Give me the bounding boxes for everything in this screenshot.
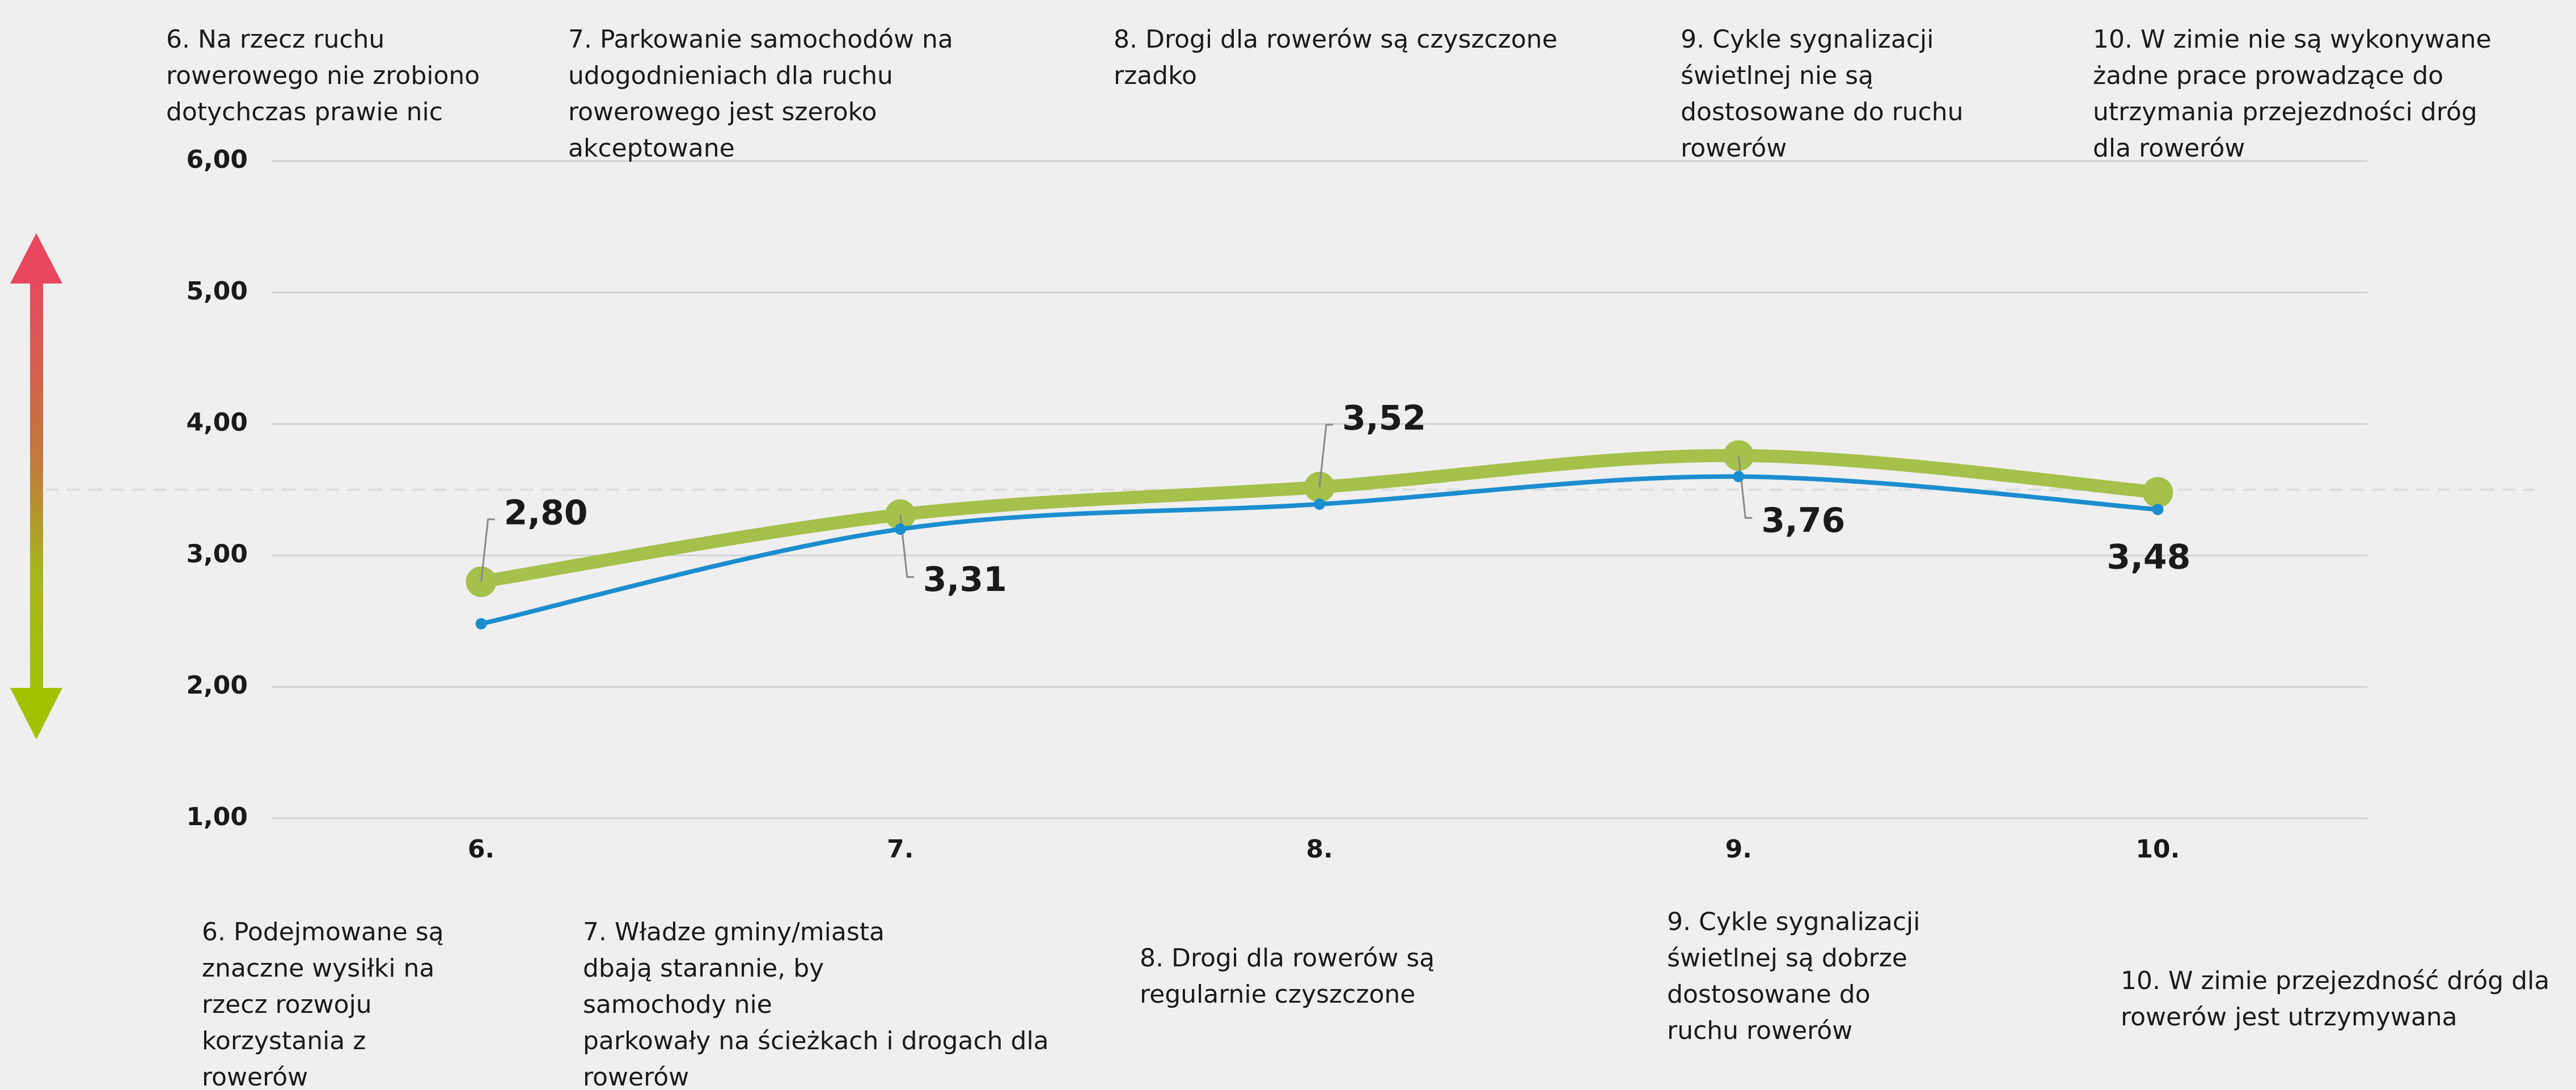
- bottom-annotation: parkowały na ścieżkach i drogach dla: [583, 1026, 1049, 1055]
- bottom-annotation: 10. W zimie przejezdność dróg dla: [2121, 966, 2549, 995]
- top-annotation: 6. Na rzecz ruchu: [166, 25, 384, 54]
- bottom-annotation: znaczne wysiłki na: [202, 954, 434, 983]
- scale-arrow: [10, 233, 62, 740]
- x-tick-label: 6.: [468, 835, 494, 864]
- top-annotation: rowerowego nie zrobiono: [166, 61, 480, 90]
- value-label: 3,48: [2107, 538, 2190, 577]
- x-tick-label: 9.: [1725, 835, 1752, 864]
- top-annotation: świetlnej nie są: [1681, 61, 1873, 90]
- point: [2152, 504, 2164, 516]
- bottom-annotation: 6. Podejmowane są: [202, 918, 444, 947]
- top-annotation: dostosowane do ruchu: [1681, 98, 1963, 126]
- x-tick-label: 8.: [1306, 835, 1333, 864]
- point: [894, 523, 906, 535]
- value-label: 3,52: [1342, 398, 1426, 438]
- bottom-annotation: dbają starannie, by: [583, 954, 824, 983]
- y-tick-label: 4,00: [186, 408, 248, 437]
- bottom-annotation: korzystania z: [202, 1026, 366, 1055]
- point: [1733, 471, 1745, 483]
- x-tick-label: 7.: [887, 835, 913, 864]
- point: [475, 618, 487, 630]
- point: [1314, 498, 1325, 510]
- bottom-annotation: samochody nie: [583, 990, 772, 1019]
- top-annotation: rzadko: [1114, 61, 1197, 90]
- top-annotation: dla rowerów: [2093, 134, 2245, 163]
- y-tick-label: 1,00: [186, 802, 248, 831]
- leader-line: [480, 518, 495, 582]
- bottom-annotation: ruchu rowerów: [1667, 1016, 1852, 1045]
- y-tick-label: 3,00: [186, 539, 248, 568]
- top-annotation: 7. Parkowanie samochodów na: [568, 25, 953, 54]
- y-tick-label: 6,00: [186, 145, 248, 174]
- bottom-annotation: rowerów: [583, 1063, 689, 1090]
- top-annotation: utrzymania przejezdności dróg: [2093, 98, 2477, 126]
- y-tick-label: 2,00: [186, 671, 248, 700]
- value-label: 3,31: [923, 560, 1007, 599]
- top-annotation: akceptowane: [568, 134, 735, 163]
- top-annotation: 9. Cykle sygnalizacji: [1681, 25, 1934, 54]
- value-label: 3,76: [1761, 501, 1845, 540]
- value-label: 2,80: [504, 493, 588, 533]
- top-annotation: żadne prace prowadzące do: [2093, 61, 2443, 90]
- bottom-annotation: rowerów: [202, 1063, 308, 1090]
- y-tick-label: 5,00: [186, 277, 248, 306]
- bottom-annotation: rzecz rozwoju: [202, 990, 372, 1019]
- bottom-annotation: dostosowane do: [1667, 980, 1871, 1009]
- bottom-annotation: 8. Drogi dla rowerów są: [1140, 944, 1435, 973]
- bottom-annotation: świetlnej są dobrze: [1667, 944, 1907, 973]
- top-annotation: rowerowego jest szeroko: [568, 98, 877, 126]
- leader-line: [899, 514, 914, 578]
- bottom-annotation: regularnie czyszczone: [1140, 980, 1415, 1009]
- top-annotation: dotychczas prawie nic: [166, 98, 443, 126]
- bottom-annotation: 9. Cykle sygnalizacji: [1667, 907, 1920, 936]
- bottom-annotation: rowerów jest utrzymywana: [2121, 1003, 2457, 1032]
- top-annotation: 10. W zimie nie są wykonywane: [2093, 25, 2492, 54]
- leader-line: [1318, 424, 1333, 488]
- top-annotation: 8. Drogi dla rowerów są czyszczone: [1114, 25, 1558, 54]
- x-tick-label: 10.: [2135, 835, 2180, 864]
- top-annotation: udogodnieniach dla ruchu: [568, 61, 893, 90]
- top-annotation: rowerów: [1681, 134, 1787, 163]
- point: [2142, 477, 2173, 508]
- bottom-annotation: 7. Władze gminy/miasta: [583, 918, 885, 947]
